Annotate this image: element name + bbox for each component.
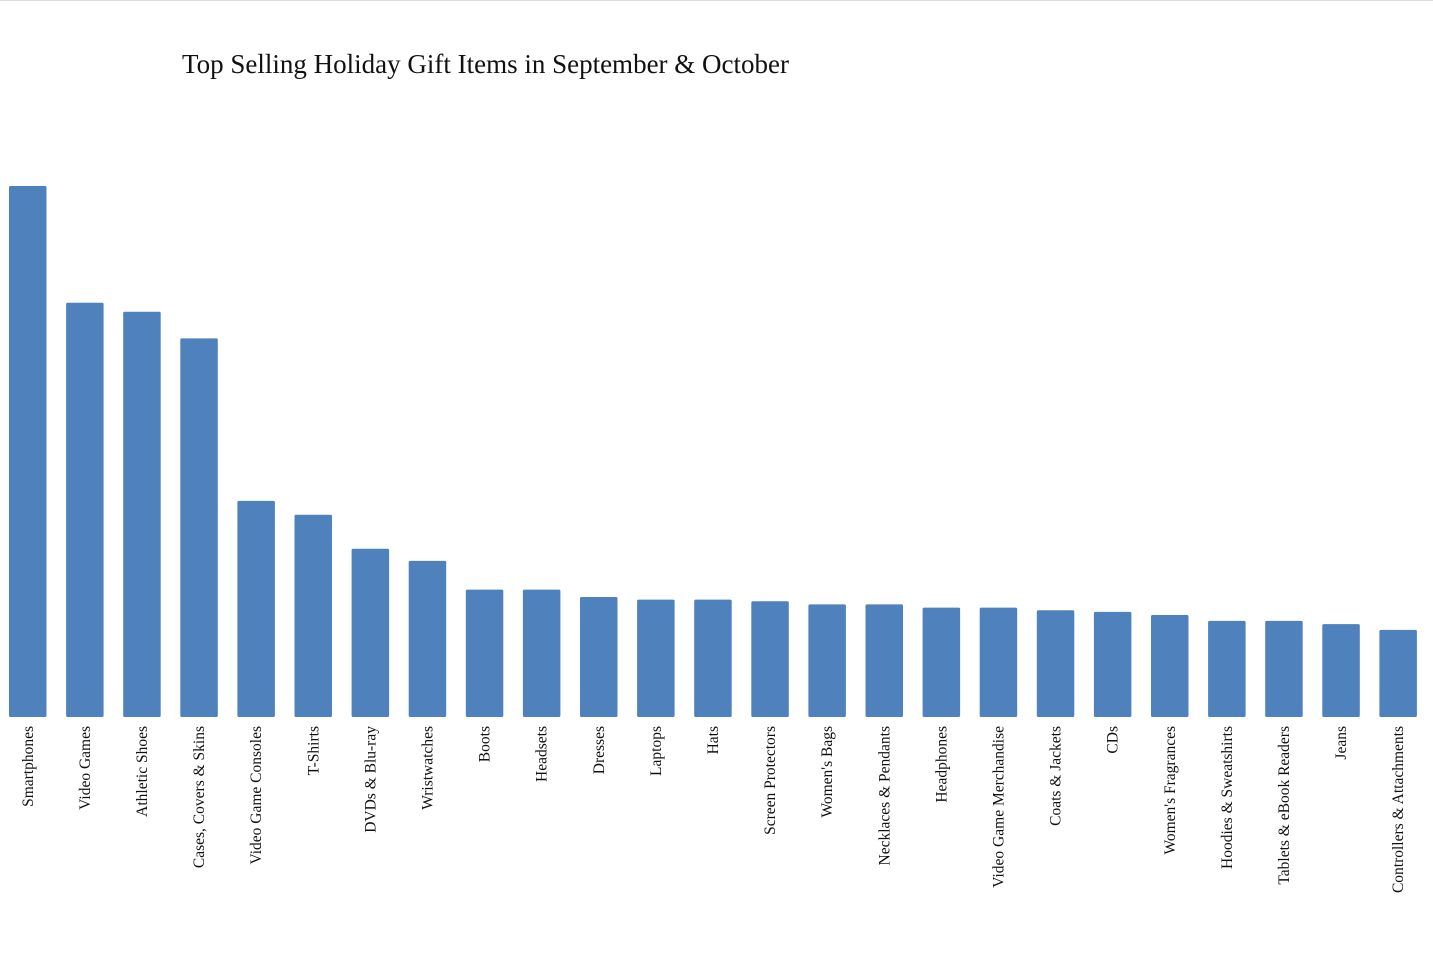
bar: [1265, 620, 1303, 717]
bar: [1093, 611, 1132, 717]
bar: [751, 601, 789, 717]
bar: [637, 599, 675, 717]
bar: [1379, 629, 1417, 717]
x-tick-label: Smartphones: [20, 726, 37, 807]
bar: [465, 589, 504, 717]
x-tick-label: Video Game Merchandise: [991, 726, 1008, 888]
x-tick-label: Necklaces & Pendants: [876, 726, 893, 865]
x-tick-label: Women's Fragrances: [1162, 726, 1179, 855]
bar: [1151, 615, 1189, 717]
x-tick-label: T-Shirts: [305, 726, 322, 775]
x-tick-label: Headsets: [534, 726, 551, 782]
x-tick-label: Coats & Jackets: [1048, 726, 1065, 826]
bar: [9, 186, 47, 717]
chart-title: Top Selling Holiday Gift Items in Septem…: [182, 49, 789, 79]
category-labels-group: Smartphones Video Games Athletic Shoes Case…: [20, 726, 1407, 893]
bar: [522, 589, 561, 717]
bar: [808, 604, 846, 717]
x-tick-label: Dresses: [591, 726, 608, 774]
bar: [979, 607, 1018, 717]
x-tick-label: Video Games: [77, 726, 94, 810]
x-tick-label: Hoodies & Sweatshirts: [1219, 726, 1236, 869]
x-tick-label: Tablets & eBook Readers: [1276, 726, 1293, 885]
bar: [865, 604, 903, 717]
x-tick-label: Screen Protectors: [762, 726, 779, 835]
x-tick-label: Video Game Consoles: [248, 726, 265, 865]
x-tick-label: Hats: [705, 726, 722, 754]
x-tick-label: CDs: [1105, 726, 1122, 754]
bar: [408, 560, 447, 717]
x-tick-label: Cases, Covers & Skins: [191, 726, 208, 868]
bar: [237, 500, 275, 717]
bar: [580, 597, 618, 717]
bar: [922, 607, 961, 717]
top-divider: [0, 0, 1433, 1]
bar: [180, 338, 218, 717]
x-tick-label: Athletic Shoes: [134, 726, 151, 817]
bar: [1036, 610, 1075, 717]
bar: [1208, 620, 1246, 717]
bar: [66, 302, 104, 717]
x-tick-label: Controllers & Attachments: [1390, 726, 1407, 893]
bar: [294, 514, 332, 717]
x-tick-label: DVDs & Blu-ray: [362, 726, 379, 833]
bar: [123, 311, 161, 717]
x-tick-label: Headphones: [933, 726, 950, 803]
x-tick-label: Women's Bags: [819, 726, 836, 818]
bars-group: [9, 186, 1417, 717]
bar: [1322, 624, 1360, 717]
bar: [694, 599, 732, 717]
x-tick-label: Laptops: [648, 726, 665, 776]
x-tick-label: Jeans: [1333, 726, 1350, 760]
x-tick-label: Boots: [477, 726, 494, 762]
x-tick-label: Wristwatches: [419, 726, 436, 810]
bar: [351, 548, 390, 717]
